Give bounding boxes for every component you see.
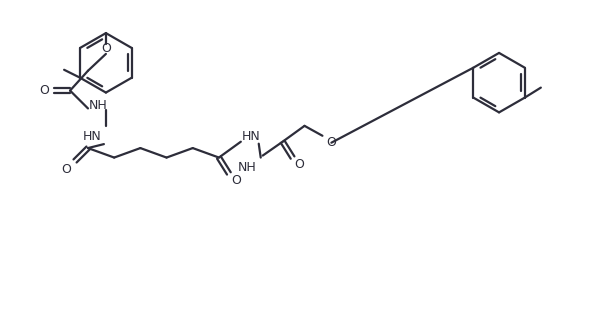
Text: O: O <box>101 42 111 56</box>
Text: O: O <box>231 174 241 187</box>
Text: O: O <box>61 163 71 176</box>
Text: NH: NH <box>89 99 107 112</box>
Text: HN: HN <box>83 130 101 143</box>
Text: O: O <box>39 84 49 97</box>
Text: O: O <box>327 136 336 149</box>
Text: NH: NH <box>237 161 256 174</box>
Text: HN: HN <box>242 130 260 143</box>
Text: O: O <box>295 158 305 171</box>
